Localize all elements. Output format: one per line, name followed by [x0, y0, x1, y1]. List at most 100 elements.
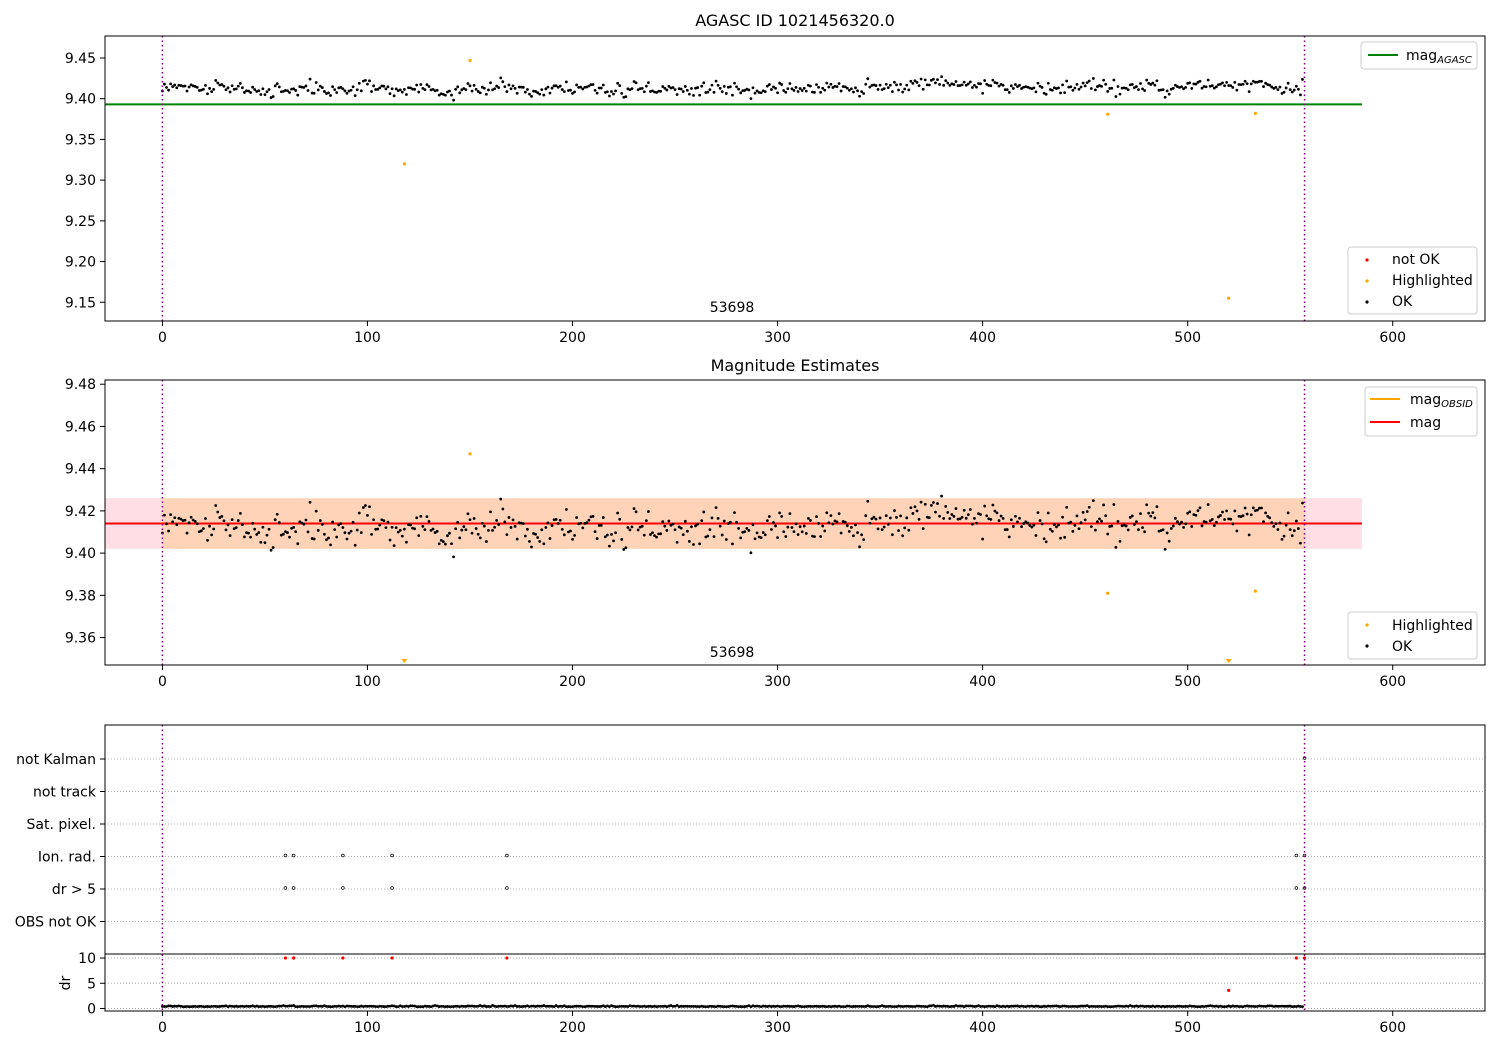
- dr-point: [548, 1004, 552, 1008]
- ok-point: [462, 87, 466, 90]
- ok-point: [989, 84, 993, 88]
- dr-point: [973, 1005, 976, 1008]
- ok-point: [796, 533, 800, 536]
- flag-point: [291, 853, 296, 858]
- ok-point: [632, 80, 636, 83]
- ok-point: [468, 518, 472, 522]
- ok-point: [882, 525, 886, 529]
- dr-point: [536, 1004, 540, 1008]
- highlighted-point: [468, 58, 472, 63]
- ok-point: [1249, 82, 1253, 86]
- ok-point: [1184, 85, 1188, 89]
- ok-point: [1217, 515, 1220, 519]
- dr-point: [446, 1005, 449, 1008]
- ok-point: [263, 93, 267, 97]
- ok-point: [1276, 88, 1280, 91]
- dr-point: [888, 1004, 892, 1008]
- ok-point: [845, 524, 849, 528]
- ok-point: [1196, 509, 1200, 513]
- dr-point: [720, 1005, 724, 1008]
- ok-point: [1046, 81, 1050, 85]
- ok-point: [1094, 528, 1097, 532]
- ok-point: [238, 511, 242, 515]
- ok-point: [212, 88, 216, 91]
- ok-point: [813, 90, 816, 94]
- ok-point: [1034, 534, 1038, 537]
- dr-point: [733, 1004, 736, 1008]
- ok-point: [1075, 82, 1079, 86]
- ok-point: [173, 83, 177, 87]
- dr-point: [825, 1005, 829, 1009]
- dr-point: [1026, 1004, 1030, 1008]
- ok-point: [396, 530, 400, 534]
- ok-point: [1270, 521, 1274, 525]
- dr-point: [564, 1005, 568, 1009]
- dr-point: [991, 1004, 995, 1008]
- x-tick-label: 200: [559, 1020, 586, 1036]
- ok-point: [753, 537, 757, 541]
- ok-point: [626, 526, 630, 529]
- ok-point: [694, 524, 697, 528]
- ok-point: [731, 93, 734, 97]
- dr-point: [425, 1004, 429, 1008]
- ok-point: [948, 83, 952, 87]
- x-tick-label: 400: [969, 330, 996, 346]
- dr-point: [868, 1004, 872, 1008]
- ok-point: [472, 83, 476, 87]
- ok-point: [1083, 84, 1087, 88]
- dr-point: [1089, 1004, 1093, 1008]
- ok-point: [538, 539, 542, 543]
- ok-point: [776, 536, 779, 540]
- ok-point: [546, 85, 550, 89]
- ok-point: [425, 515, 429, 519]
- legend-label-ok: OK: [1392, 294, 1413, 310]
- ok-point: [1036, 81, 1040, 85]
- ok-point: [1284, 86, 1288, 90]
- ok-point: [737, 526, 741, 530]
- dr-point: [378, 1004, 382, 1008]
- ok-point: [630, 87, 634, 90]
- ok-point: [269, 548, 273, 552]
- ok-point: [605, 533, 609, 537]
- ok-point: [679, 87, 683, 91]
- dr-point: [1155, 1004, 1159, 1008]
- ok-point: [1100, 519, 1103, 523]
- ok-point: [751, 86, 755, 90]
- ok-point: [913, 505, 917, 509]
- ok-point: [1139, 512, 1142, 516]
- ok-point: [825, 81, 829, 85]
- dr-point: [470, 1004, 474, 1008]
- x-tick-label: 300: [764, 674, 791, 690]
- ok-point: [1089, 525, 1093, 529]
- ok-point: [581, 87, 585, 91]
- axes-frame-panel1: [104, 35, 1486, 322]
- ok-point: [1280, 91, 1284, 95]
- ok-point: [759, 91, 763, 95]
- ok-point: [923, 502, 927, 506]
- dr-point: [1299, 1005, 1302, 1008]
- ok-point: [1163, 95, 1167, 99]
- dr-point: [1290, 1005, 1294, 1009]
- ok-point: [208, 86, 211, 90]
- dr-point: [1249, 1004, 1253, 1008]
- ok-point: [872, 515, 876, 519]
- ok-point: [187, 85, 191, 89]
- dr-point: [841, 1005, 845, 1008]
- dr-point: [1180, 1005, 1183, 1008]
- dr-point: [911, 1005, 915, 1008]
- ok-point: [729, 520, 732, 524]
- dr-point: [173, 1004, 177, 1008]
- ok-point: [753, 91, 757, 95]
- ok-point: [667, 519, 671, 523]
- ok-point: [243, 91, 246, 94]
- dr-point: [361, 1005, 365, 1008]
- dr-point: [1139, 1004, 1142, 1008]
- ok-point: [1118, 92, 1122, 96]
- ok-point: [970, 86, 974, 89]
- ok-point: [876, 527, 880, 531]
- dr-point: [808, 1004, 812, 1008]
- dr-point: [585, 1004, 589, 1008]
- ok-point: [1065, 79, 1069, 83]
- dr-point: [1073, 1004, 1077, 1008]
- ok-point: [1165, 89, 1169, 93]
